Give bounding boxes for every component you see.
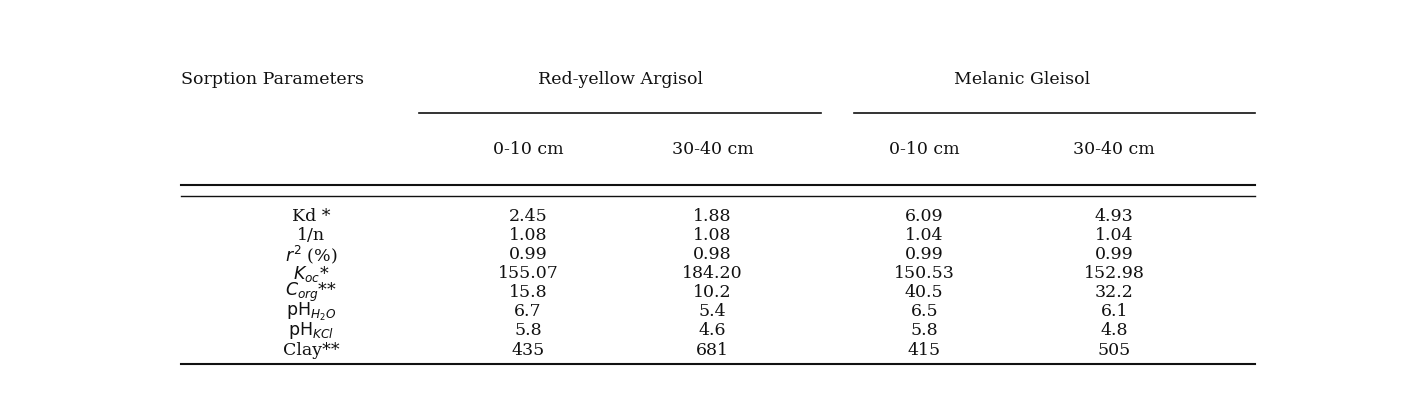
Text: 1.08: 1.08 [693, 227, 731, 244]
Text: 6.1: 6.1 [1101, 304, 1128, 320]
Text: $\mathrm{pH}_{H_{2}O}$: $\mathrm{pH}_{H_{2}O}$ [286, 301, 336, 323]
Text: 681: 681 [696, 342, 729, 358]
Text: 5.4: 5.4 [699, 304, 726, 320]
Text: 435: 435 [511, 342, 545, 358]
Text: 0.99: 0.99 [509, 246, 548, 263]
Text: 1.08: 1.08 [509, 227, 548, 244]
Text: 32.2: 32.2 [1096, 284, 1133, 301]
Text: 15.8: 15.8 [509, 284, 548, 301]
Text: 4.8: 4.8 [1101, 323, 1128, 339]
Text: 155.07: 155.07 [497, 265, 559, 282]
Text: 415: 415 [908, 342, 941, 358]
Text: 10.2: 10.2 [693, 284, 731, 301]
Text: $r^{2}$ (%): $r^{2}$ (%) [284, 244, 338, 266]
Text: 150.53: 150.53 [894, 265, 954, 282]
Text: Sorption Parameters: Sorption Parameters [181, 71, 363, 88]
Text: 30-40 cm: 30-40 cm [1073, 141, 1156, 158]
Text: 1.04: 1.04 [905, 227, 943, 244]
Text: Melanic Gleisol: Melanic Gleisol [954, 71, 1090, 88]
Text: 0.99: 0.99 [1096, 246, 1133, 263]
Text: 152.98: 152.98 [1084, 265, 1145, 282]
Text: 5.8: 5.8 [911, 323, 939, 339]
Text: 5.8: 5.8 [514, 323, 542, 339]
Text: 0.99: 0.99 [905, 246, 944, 263]
Text: Kd *: Kd * [291, 208, 331, 225]
Text: 6.09: 6.09 [905, 208, 944, 225]
Text: 0-10 cm: 0-10 cm [493, 141, 563, 158]
Text: Clay**: Clay** [283, 342, 339, 358]
Text: $K_{oc}$*: $K_{oc}$* [293, 264, 329, 284]
Text: $\mathrm{pH}_{KCl}$: $\mathrm{pH}_{KCl}$ [287, 320, 333, 342]
Text: 1/n: 1/n [297, 227, 325, 244]
Text: 1.88: 1.88 [693, 208, 731, 225]
Text: 4.6: 4.6 [699, 323, 726, 339]
Text: Red-yellow Argisol: Red-yellow Argisol [538, 71, 703, 88]
Text: 40.5: 40.5 [905, 284, 944, 301]
Text: $C_{org}$**: $C_{org}$** [284, 281, 336, 304]
Text: 505: 505 [1098, 342, 1131, 358]
Text: 6.7: 6.7 [514, 304, 542, 320]
Text: 2.45: 2.45 [509, 208, 548, 225]
Text: 1.04: 1.04 [1096, 227, 1133, 244]
Text: 184.20: 184.20 [682, 265, 743, 282]
Text: 0-10 cm: 0-10 cm [890, 141, 960, 158]
Text: 6.5: 6.5 [911, 304, 939, 320]
Text: 0.98: 0.98 [693, 246, 731, 263]
Text: 4.93: 4.93 [1096, 208, 1133, 225]
Text: 30-40 cm: 30-40 cm [671, 141, 754, 158]
